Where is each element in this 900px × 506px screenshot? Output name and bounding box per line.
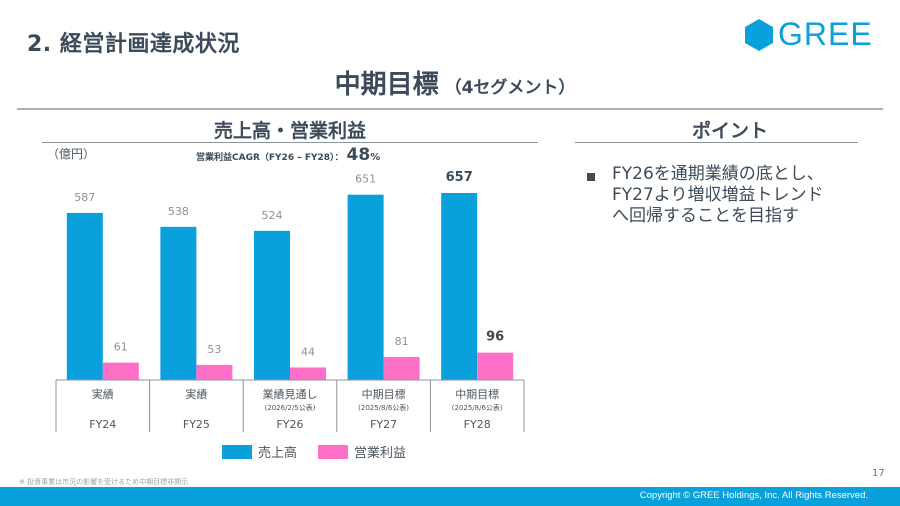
legend-item-revenue: 売上高 [222,442,297,461]
x-tick-label: FY26 [276,418,303,431]
data-label-revenue: 651 [355,173,376,186]
bar-revenue [160,226,197,380]
gree-logo: GREE [744,16,873,53]
bar-revenue [254,230,290,380]
footnote: ※ 投資事業は市況の影響を受けるため中期目標非開示 [19,478,189,486]
footer-bar: Copyright © GREE Holdings, Inc. All Righ… [0,487,900,506]
category-note-label: (2025/8/6公表) [452,403,503,412]
x-tick-label: FY24 [89,418,116,431]
data-label-revenue: 538 [168,205,189,218]
point-line: へ回帰することを目指す [612,206,799,226]
logo-text: GREE [778,16,873,52]
category-type-label: 中期目標 [455,387,499,401]
x-tick-label: FY28 [464,418,491,431]
point-bullet-text: FY26を通期業績の底とし、 FY27より増収増益トレンド へ回帰することを目指… [612,164,862,227]
category-note-label: (2026/2/5公表) [265,403,316,412]
category-note-label: (2025/8/6公表) [358,403,409,412]
data-label-operating-profit: 81 [395,335,409,348]
bar-revenue [347,194,384,380]
bar-operating-profit [196,364,233,380]
bar-revenue [441,193,478,380]
data-label-operating-profit: 96 [486,330,504,345]
point-line: FY27より増収増益トレンド [612,185,824,205]
data-label-operating-profit: 53 [207,343,221,356]
x-tick-label: FY27 [370,418,397,431]
data-label-revenue: 657 [446,170,473,185]
point-bullet: FY26を通期業績の底とし、 FY27より増収増益トレンド へ回帰することを目指… [587,164,862,227]
cagr-annotation: 営業利益CAGR（FY26 – FY28）： 48% [196,145,380,165]
category-type-label: 中期目標 [362,387,406,401]
cagr-unit: % [370,152,381,163]
data-label-revenue: 587 [74,191,95,204]
bar-operating-profit [290,367,326,380]
square-bullet-icon [587,173,595,181]
bar-operating-profit [477,352,514,380]
point-line: FY26を通期業績の底とし、 [612,164,824,184]
bar-operating-profit [102,362,139,380]
data-label-revenue: 524 [262,209,283,222]
legend-item-operating-profit: 営業利益 [318,442,406,461]
chart-heading: 売上高・営業利益 [213,120,366,142]
category-type-label: 業績見通し [263,387,318,401]
cagr-value: 48 [346,145,371,165]
cagr-label: 営業利益CAGR（FY26 – FY28）： [196,153,344,163]
page-title-main: 中期目標 [334,70,439,100]
data-label-operating-profit: 44 [301,345,315,358]
bar-operating-profit [383,356,420,380]
chart-heading-divider [42,142,538,143]
hexagon-logo-icon [745,18,773,51]
legend-swatch-revenue [222,444,252,459]
points-heading-divider [575,142,858,143]
x-tick-label: FY25 [183,418,210,431]
page-title-sub: （4セグメント） [444,78,576,98]
page-number: 17 [872,468,885,479]
legend-swatch-operating-profit [318,444,348,459]
title-divider [17,108,883,110]
legend-label: 売上高 [258,446,298,461]
legend-label: 営業利益 [354,446,407,461]
copyright-text: Copyright © GREE Holdings, Inc. All Righ… [639,490,868,501]
category-type-label: 実績 [92,387,114,401]
page-title: 中期目標 （4セグメント） [0,64,900,101]
data-label-operating-profit: 61 [114,341,128,354]
unit-label: （億円） [47,147,96,161]
bar-revenue [66,212,103,380]
section-title: 2. 経営計画達成状況 [27,32,240,57]
category-type-label: 実績 [185,387,207,401]
points-heading: ポイント [691,120,768,142]
